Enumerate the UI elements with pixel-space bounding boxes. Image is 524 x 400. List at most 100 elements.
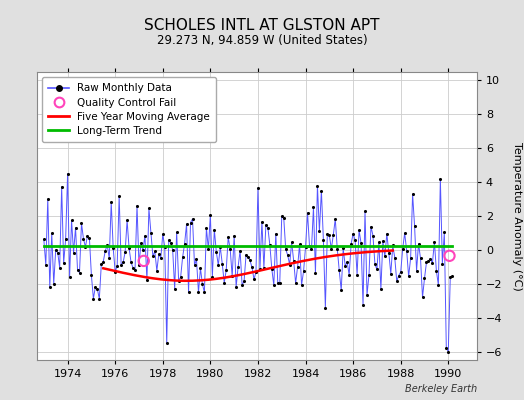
Point bbox=[190, 262, 199, 268]
Point bbox=[95, 296, 104, 302]
Point bbox=[232, 284, 241, 290]
Point bbox=[389, 242, 397, 249]
Point bbox=[200, 289, 209, 295]
Point bbox=[387, 271, 395, 277]
Point bbox=[339, 245, 347, 252]
Point bbox=[405, 273, 413, 280]
Point bbox=[379, 238, 387, 244]
Point bbox=[278, 213, 286, 220]
Point bbox=[353, 271, 361, 278]
Point bbox=[418, 294, 427, 300]
Point bbox=[347, 241, 355, 247]
Point bbox=[194, 289, 203, 296]
Point bbox=[119, 259, 127, 266]
Point bbox=[329, 232, 337, 238]
Point bbox=[410, 223, 419, 229]
Point bbox=[192, 256, 201, 262]
Point bbox=[131, 267, 139, 274]
Point bbox=[177, 274, 185, 280]
Point bbox=[383, 230, 391, 237]
Point bbox=[270, 282, 278, 288]
Point bbox=[135, 262, 143, 268]
Point bbox=[271, 230, 280, 237]
Point bbox=[123, 217, 132, 224]
Point bbox=[103, 242, 112, 248]
Point bbox=[279, 214, 288, 221]
Point bbox=[395, 272, 403, 279]
Point bbox=[73, 267, 82, 273]
Point bbox=[345, 272, 353, 278]
Point bbox=[412, 267, 421, 274]
Point bbox=[276, 280, 284, 286]
Point bbox=[40, 236, 48, 243]
Point bbox=[167, 240, 175, 246]
Point bbox=[162, 340, 171, 346]
Point bbox=[289, 257, 298, 264]
Point bbox=[264, 225, 272, 231]
Point bbox=[286, 261, 294, 268]
Point bbox=[333, 246, 342, 252]
Point bbox=[210, 226, 219, 233]
Point bbox=[363, 292, 371, 298]
Point bbox=[230, 232, 238, 239]
Point bbox=[301, 244, 310, 250]
Point bbox=[369, 232, 377, 239]
Point bbox=[367, 223, 375, 230]
Point bbox=[69, 249, 78, 256]
Point bbox=[141, 233, 149, 239]
Point bbox=[143, 277, 151, 284]
Point bbox=[97, 261, 105, 267]
Point bbox=[105, 255, 113, 262]
Point bbox=[93, 286, 102, 292]
Point bbox=[220, 280, 228, 286]
Point bbox=[87, 272, 95, 278]
Point bbox=[99, 258, 107, 265]
Point bbox=[107, 199, 115, 206]
Point bbox=[78, 220, 86, 226]
Point bbox=[440, 229, 449, 236]
Point bbox=[436, 176, 444, 182]
Point bbox=[424, 258, 433, 264]
Point bbox=[258, 218, 266, 225]
Point bbox=[417, 255, 425, 262]
Point bbox=[355, 227, 363, 234]
Point bbox=[63, 170, 72, 177]
Point bbox=[238, 282, 246, 288]
Point bbox=[414, 240, 423, 247]
Point bbox=[426, 256, 434, 262]
Point bbox=[442, 345, 451, 351]
Point bbox=[309, 204, 318, 210]
Point bbox=[325, 232, 333, 238]
Point bbox=[46, 284, 54, 290]
Text: Berkeley Earth: Berkeley Earth bbox=[405, 384, 477, 394]
Point bbox=[444, 348, 453, 355]
Point bbox=[129, 265, 137, 271]
Point bbox=[66, 274, 74, 280]
Point bbox=[139, 247, 147, 253]
Text: 29.273 N, 94.859 W (United States): 29.273 N, 94.859 W (United States) bbox=[157, 34, 367, 47]
Point bbox=[43, 196, 52, 202]
Point bbox=[242, 252, 250, 258]
Point bbox=[224, 234, 233, 240]
Point bbox=[180, 240, 189, 247]
Point bbox=[380, 253, 389, 260]
Point bbox=[311, 270, 320, 276]
Point bbox=[214, 262, 223, 268]
Point bbox=[218, 260, 226, 267]
Point bbox=[226, 246, 234, 252]
Point bbox=[59, 260, 68, 266]
Point bbox=[371, 261, 379, 267]
Point bbox=[365, 272, 373, 278]
Point bbox=[377, 286, 385, 293]
Point bbox=[149, 253, 157, 259]
Point bbox=[323, 230, 332, 237]
Point bbox=[151, 248, 159, 255]
Point bbox=[48, 230, 56, 236]
Point bbox=[53, 249, 62, 256]
Point bbox=[397, 269, 405, 275]
Point bbox=[321, 304, 330, 311]
Point bbox=[357, 240, 365, 246]
Point bbox=[400, 230, 409, 236]
Point bbox=[113, 262, 122, 269]
Text: SCHOLES INTL AT GLSTON APT: SCHOLES INTL AT GLSTON APT bbox=[144, 18, 380, 33]
